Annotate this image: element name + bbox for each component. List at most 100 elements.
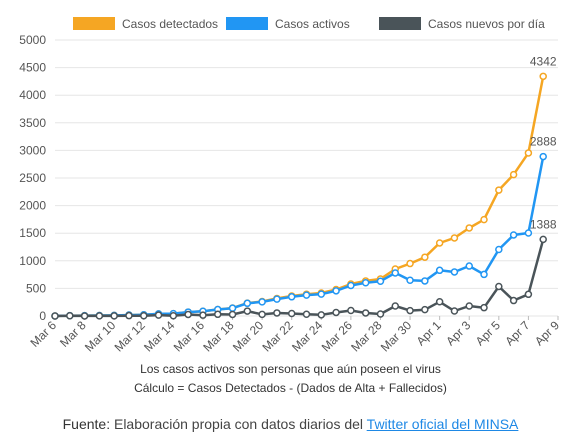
series-line-1: [54, 156, 545, 318]
x-tick-label: Mar 28: [348, 318, 385, 355]
data-point: [258, 310, 266, 319]
data-point: [347, 281, 355, 290]
x-tick-label: Apr 7: [502, 318, 532, 348]
data-point: [273, 295, 281, 303]
x-tick-label: Mar 16: [171, 318, 208, 355]
minsa-twitter-link[interactable]: Twitter oficial del MINSA: [366, 416, 519, 432]
y-tick-label: 3500: [19, 116, 46, 130]
data-point: [80, 312, 89, 320]
y-tick-label: 3000: [19, 143, 46, 157]
series-line-0: [54, 76, 545, 318]
data-point: [435, 298, 444, 306]
line-chart: 0 500 1000 1500 2000 2500 3000 3500 4000 4500 5000…: [19, 17, 562, 355]
y-tick-label: 4000: [19, 88, 46, 102]
data-point: [228, 310, 237, 319]
y-tick-label: 4500: [19, 61, 46, 75]
data-point: [524, 229, 533, 237]
data-point: [361, 309, 370, 317]
data-point: [435, 239, 444, 247]
y-tick-label: 5000: [19, 33, 46, 47]
data-point: [495, 245, 503, 254]
data-point: [361, 279, 370, 287]
x-tick-label: Mar 10: [82, 318, 119, 355]
source-credit: Fuente: Elaboración propia con datos dia…: [0, 416, 581, 432]
data-point: [332, 287, 340, 295]
data-point: [539, 235, 547, 244]
data-point: [495, 186, 503, 194]
data-point: [51, 312, 59, 320]
end-value-label: 2888: [530, 135, 557, 149]
data-point: [302, 310, 311, 318]
x-tick-label: Apr 3: [443, 318, 473, 348]
data-point: [154, 311, 163, 319]
data-point: [332, 308, 340, 317]
data-point: [243, 299, 252, 308]
data-point: [480, 215, 488, 224]
legend-swatch: [226, 17, 268, 30]
data-point: [480, 270, 488, 279]
data-point: [66, 311, 74, 320]
series-line-2: [54, 239, 545, 318]
data-point: [435, 266, 444, 275]
x-tick-label: Mar 18: [200, 318, 237, 355]
data-point: [406, 259, 414, 268]
data-point: [509, 296, 518, 305]
x-tick-label: Apr 5: [473, 318, 503, 348]
y-tick-label: 2500: [19, 171, 46, 185]
data-point: [228, 304, 237, 312]
data-point: [391, 269, 400, 277]
data-point: [406, 306, 414, 315]
data-point: [539, 152, 547, 161]
legend-swatch: [379, 17, 421, 30]
data-point: [465, 302, 473, 310]
data-point: [421, 305, 429, 314]
data-point: [539, 72, 547, 81]
chart-note-active-cases: Los casos activos son personas que aún p…: [140, 362, 441, 376]
x-tick-label: Mar 14: [141, 318, 178, 355]
legend-label: Casos nuevos por día: [428, 17, 545, 31]
x-tick-label: Mar 30: [378, 318, 415, 355]
data-point: [347, 306, 355, 315]
chart-note-formula: Cálculo = Casos Detectados - (Dados de A…: [134, 381, 447, 395]
data-point: [509, 170, 518, 179]
data-point: [495, 282, 503, 291]
data-point: [169, 311, 178, 320]
data-point: [376, 310, 385, 318]
x-tick-label: Mar 26: [319, 318, 356, 355]
legend-label: Casos detectados: [122, 17, 218, 31]
data-point: [509, 231, 518, 239]
data-point: [421, 277, 429, 285]
data-point: [287, 309, 296, 318]
x-tick-label: Mar 20: [230, 318, 267, 355]
y-tick-label: 1500: [19, 226, 46, 240]
data-point: [95, 312, 104, 320]
data-point: [406, 276, 414, 284]
x-tick-label: Apr 1: [414, 318, 444, 348]
data-point: [184, 310, 192, 319]
data-point: [125, 311, 133, 320]
legend-swatch: [73, 17, 115, 30]
data-point: [140, 311, 148, 320]
data-point: [258, 298, 266, 306]
data-point: [524, 290, 533, 299]
end-value-label: 1388: [530, 217, 557, 231]
x-tick-label: Mar 12: [112, 318, 149, 355]
data-point: [524, 149, 533, 157]
x-tick-label: Mar 24: [289, 318, 326, 355]
data-point: [273, 309, 281, 317]
data-point: [465, 262, 473, 270]
data-point: [302, 291, 311, 299]
x-tick-label: Apr 9: [532, 318, 562, 348]
data-point: [450, 307, 459, 315]
data-point: [465, 224, 473, 232]
data-point: [317, 290, 326, 298]
data-point: [421, 253, 429, 261]
data-point: [450, 268, 459, 276]
data-point: [243, 307, 252, 315]
y-tick-label: 1000: [19, 254, 46, 268]
data-point: [480, 303, 488, 312]
data-point: [287, 293, 296, 301]
data-point: [450, 234, 459, 242]
data-point: [317, 311, 326, 319]
